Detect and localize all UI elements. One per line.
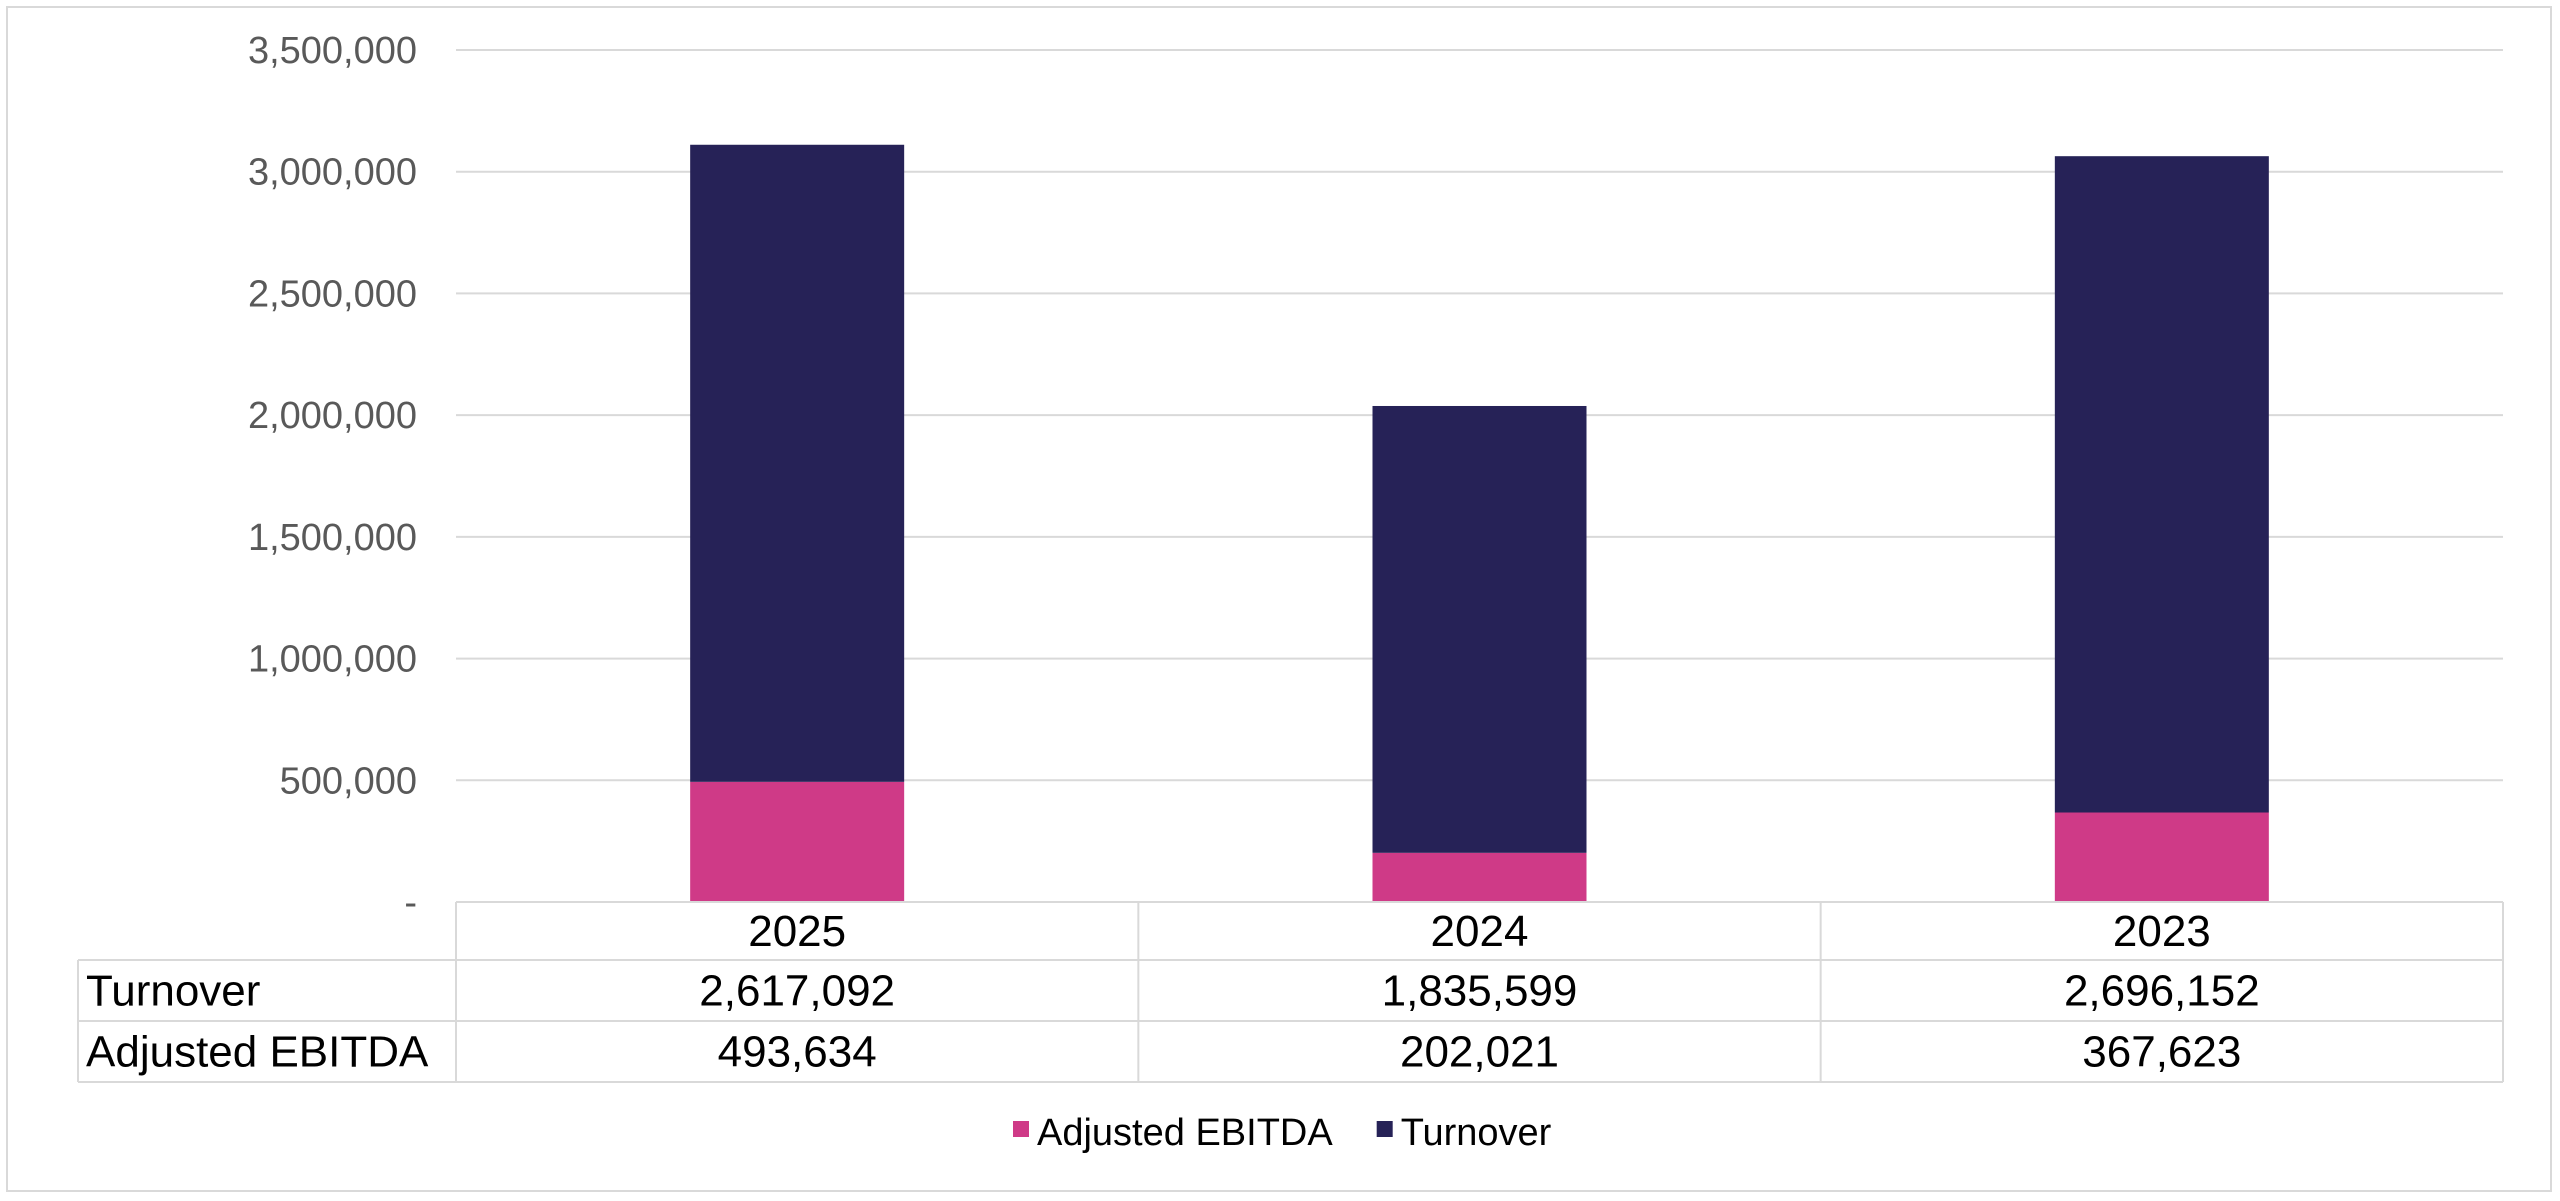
table-cell-value: 367,623: [2082, 1028, 2241, 1077]
table-cell-value: 2,696,152: [2064, 967, 2260, 1016]
table-row-label: Adjusted EBITDA: [86, 1028, 429, 1077]
bars: [690, 144, 2269, 902]
bar-turnover-2025: [690, 144, 905, 782]
y-tick-label: 2,500,000: [248, 273, 417, 315]
table-row-label: Turnover: [86, 967, 260, 1016]
table-cell-value: 2,617,092: [699, 967, 895, 1016]
y-tick-label: 1,000,000: [248, 639, 417, 681]
table-header-2023: 2023: [2113, 907, 2211, 956]
y-tick-label: 3,000,000: [248, 152, 417, 194]
legend-swatch-turnover: [1376, 1121, 1393, 1137]
table-header-2024: 2024: [1431, 907, 1529, 956]
y-tick-label: 1,500,000: [248, 517, 417, 559]
bar-turnover-2023: [2054, 156, 2269, 813]
bar-adjusted-ebitda-2024: [1372, 852, 1587, 902]
table-header-2025: 2025: [748, 907, 846, 956]
bar-adjusted-ebitda-2023: [2054, 812, 2269, 902]
data-table: 2025 2024 2023 Turnover 2,617,092 1,835,599 2,…: [77, 901, 2504, 1083]
bar-turnover-2024: [1372, 405, 1587, 853]
y-tick-label: 2,000,000: [248, 395, 417, 437]
y-tick-label: -: [404, 882, 417, 924]
y-tick-label: 3,500,000: [248, 30, 417, 72]
y-axis: - 500,000 1,000,000 1,500,000 2,000,000 2,500…: [248, 30, 417, 924]
legend-swatch-adjusted-ebitda: [1013, 1121, 1029, 1137]
bar-adjusted-ebitda-2025: [690, 781, 905, 902]
table-cell-value: 1,835,599: [1382, 967, 1578, 1016]
table-cell-value: 202,021: [1400, 1028, 1559, 1077]
legend-label: Turnover: [1401, 1112, 1552, 1154]
legend-label: Adjusted EBITDA: [1037, 1112, 1333, 1154]
legend: Adjusted EBITDA Turnover: [1013, 1112, 1552, 1154]
table-cell-value: 493,634: [718, 1028, 877, 1077]
y-tick-label: 500,000: [280, 760, 417, 802]
